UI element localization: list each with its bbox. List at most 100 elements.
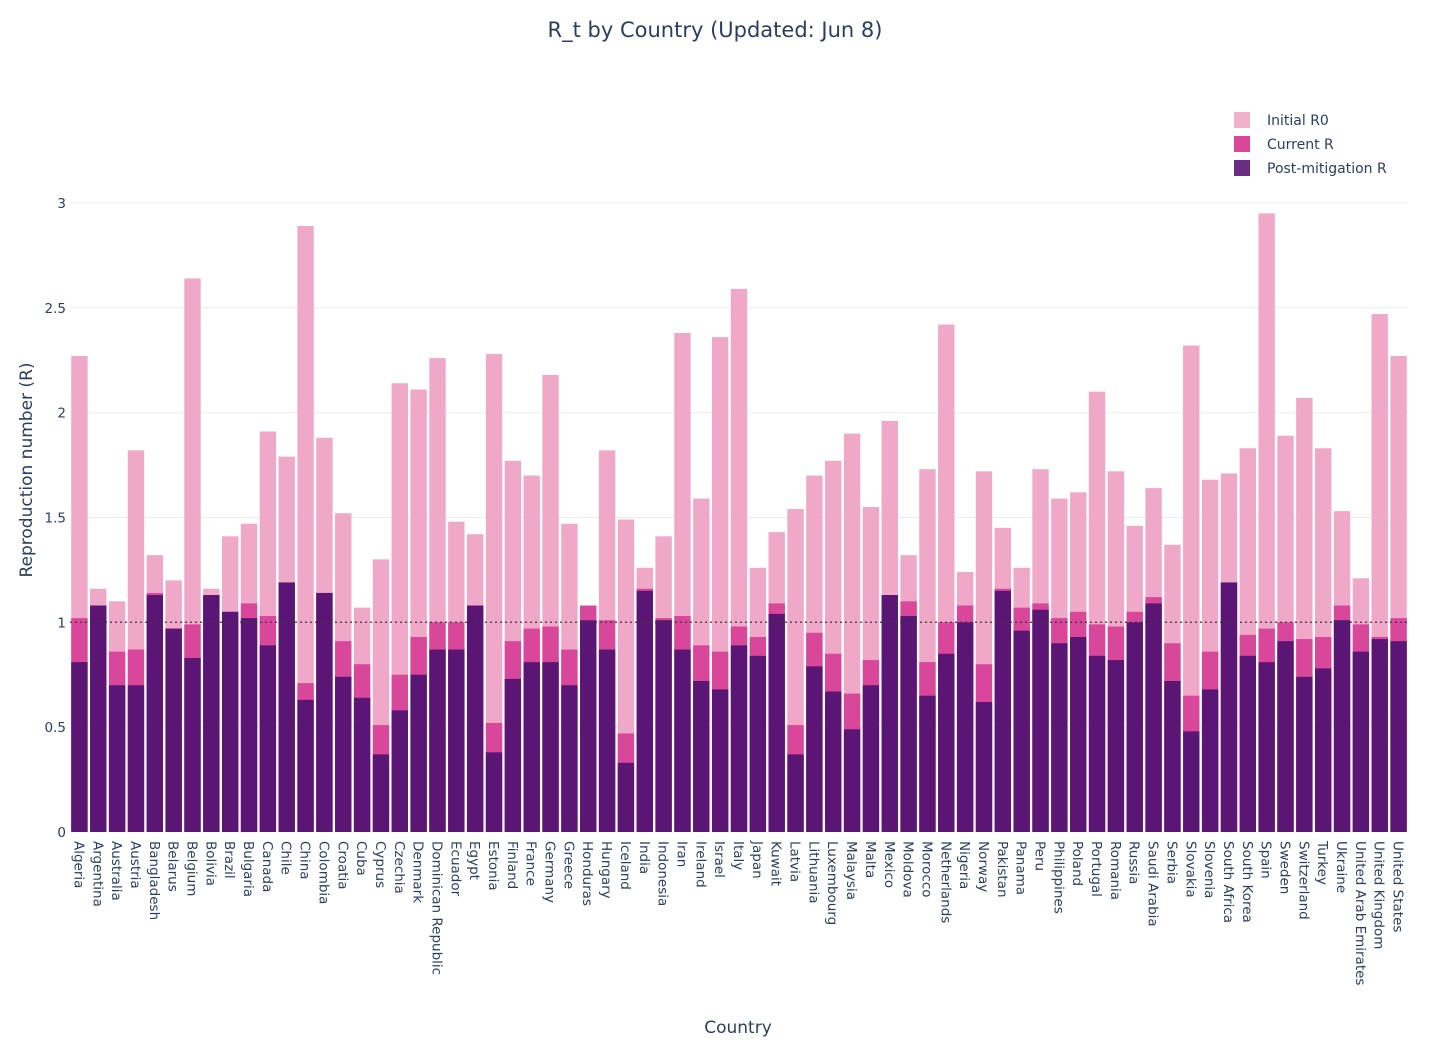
bar: [1013, 630, 1030, 832]
bar: [203, 595, 220, 832]
x-tick-label: Moldova: [900, 841, 916, 898]
bar: [1390, 641, 1407, 832]
x-tick-label: China: [297, 841, 313, 880]
x-tick-label: United States: [1390, 841, 1406, 932]
x-tick-label: Malta: [862, 841, 878, 878]
bar: [693, 681, 710, 832]
bars: [71, 213, 1407, 833]
x-tick-label: United Kingdom: [1371, 841, 1387, 949]
bar: [806, 666, 823, 832]
bar: [448, 649, 465, 832]
x-tick-label: Belgium: [183, 841, 199, 896]
legend: Initial R0 Current R Post-mitigation R: [1220, 104, 1410, 182]
bar: [410, 674, 427, 832]
y-axis-ticks: 0 0.5 1 1.5 2 2.5 3: [45, 196, 66, 841]
bar: [316, 592, 333, 832]
y-tick-label: 0: [57, 825, 66, 841]
y-tick-label: 2.5: [45, 301, 66, 317]
bar: [391, 710, 408, 832]
x-tick-label: Israel: [711, 841, 727, 878]
legend-label: Post-mitigation R: [1267, 161, 1387, 177]
bar: [730, 645, 748, 832]
x-tick-label: Slovakia: [1182, 841, 1198, 898]
x-tick-label: Lithuania: [805, 841, 821, 904]
bar: [711, 689, 729, 832]
x-tick-label: Saudi Arabia: [1145, 841, 1161, 927]
bar: [956, 622, 974, 832]
bar: [1371, 639, 1388, 832]
x-tick-label: Serbia: [1163, 841, 1179, 884]
x-tick-label: Portugal: [1088, 841, 1104, 897]
bar: [297, 699, 314, 832]
bar: [127, 685, 145, 832]
x-tick-label: Italy: [730, 841, 746, 870]
x-tick-label: Netherlands: [937, 841, 953, 923]
bar: [278, 582, 295, 832]
x-tick-label: Finland: [504, 841, 520, 889]
x-tick-label: Egypt: [466, 841, 482, 880]
x-tick-label: Denmark: [410, 841, 426, 903]
bar: [1107, 660, 1125, 832]
bar: [1164, 681, 1181, 832]
bar: [1070, 636, 1087, 832]
bar: [146, 595, 164, 832]
x-tick-label: Norway: [975, 841, 991, 892]
x-tick-label: Estonia: [485, 841, 501, 891]
bar: [1239, 655, 1257, 832]
bar: [598, 649, 616, 832]
x-tick-label: Russia: [1126, 841, 1142, 884]
x-tick-label: Belarus: [165, 841, 181, 892]
x-tick-label: Japan: [749, 840, 765, 879]
bar: [485, 353, 503, 832]
bar: [617, 762, 635, 832]
x-tick-label: Hungary: [598, 841, 614, 899]
y-axis-title: Reproduction number (R): [17, 362, 37, 577]
x-axis-title: Country: [704, 1018, 772, 1038]
bar: [636, 590, 653, 832]
x-tick-label: Turkey: [1314, 840, 1330, 885]
bar: [787, 754, 804, 832]
x-tick-label: Argentina: [89, 841, 105, 907]
x-tick-label: Mexico: [881, 841, 897, 888]
x-tick-label: Kuwait: [768, 841, 784, 886]
x-tick-label: Germany: [542, 841, 558, 903]
bar: [994, 590, 1012, 832]
bar: [843, 729, 861, 832]
legend-background: [1220, 104, 1410, 182]
x-tick-label: Slovenia: [1201, 841, 1217, 898]
x-tick-label: Austria: [127, 841, 143, 889]
bar: [1126, 622, 1143, 832]
bar: [485, 752, 503, 832]
bar: [542, 662, 559, 832]
y-tick-label: 0.5: [45, 720, 66, 736]
x-tick-label: Iran: [673, 841, 689, 867]
chart-title: R_t by Country (Updated: Jun 8): [548, 18, 883, 43]
legend-swatch: [1234, 112, 1250, 128]
x-tick-label: Sweden: [1277, 841, 1293, 894]
bar: [353, 697, 371, 832]
bar: [108, 685, 126, 832]
legend-swatch: [1234, 136, 1250, 152]
x-tick-label: Canada: [259, 841, 275, 892]
y-tick-label: 2: [57, 406, 66, 422]
bar: [1314, 668, 1332, 832]
x-tick-label: Switzerland: [1295, 841, 1311, 920]
x-tick-label: India: [636, 841, 652, 874]
bar: [71, 662, 88, 832]
series-2: [71, 582, 1407, 832]
bar: [297, 225, 314, 832]
bar: [881, 595, 898, 832]
y-tick-label: 1: [57, 615, 66, 631]
bar: [523, 662, 540, 832]
bar: [335, 676, 352, 832]
bar: [504, 678, 522, 832]
x-tick-label: Dominican Republic: [428, 841, 444, 975]
x-tick-label: Chile: [278, 841, 294, 875]
bar: [900, 616, 917, 832]
bar: [259, 645, 277, 832]
x-tick-label: Cyprus: [372, 841, 388, 888]
x-tick-label: Iceland: [617, 841, 633, 890]
bar: [862, 685, 880, 832]
